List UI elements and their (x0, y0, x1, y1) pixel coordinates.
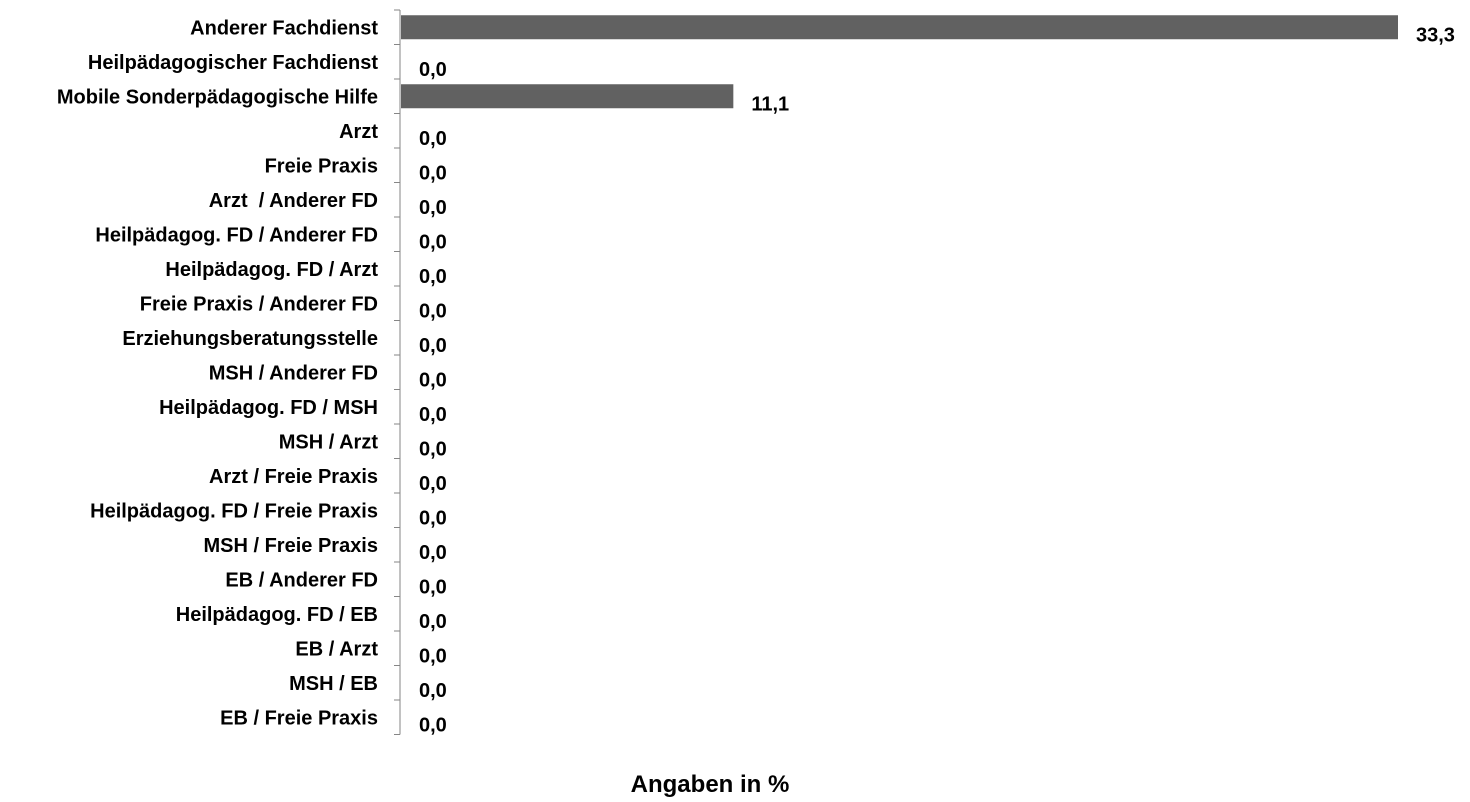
category-label: Arzt (339, 121, 378, 143)
value-label: 0,0 (419, 680, 447, 702)
value-label: 0,0 (419, 128, 447, 150)
value-label: 0,0 (419, 714, 447, 736)
y-axis-ticks (394, 9, 400, 735)
bars-layer (401, 15, 1398, 109)
category-label: MSH / Freie Praxis (203, 535, 378, 557)
value-label: 0,0 (419, 645, 447, 667)
category-label: Anderer Fachdienst (190, 17, 378, 39)
category-label: Arzt / Anderer FD (209, 190, 378, 212)
category-label: EB / Freie Praxis (220, 707, 378, 729)
value-label: 0,0 (419, 231, 447, 253)
category-label: Heilpädagogischer Fachdienst (88, 52, 378, 74)
value-label: 0,0 (419, 507, 447, 529)
value-labels: 33,3 0,0 11,1 0,0 0,0 0,0 0,0 0,0 0,0 0,0 0,0 0,0 0,… (419, 24, 1455, 736)
value-label: 0,0 (419, 438, 447, 460)
value-label: 0,0 (419, 473, 447, 495)
category-label: MSH / Arzt (279, 431, 379, 453)
category-label: Freie Praxis (265, 155, 378, 177)
category-label: Freie Praxis / Anderer FD (140, 293, 378, 315)
bar (401, 15, 1398, 40)
value-label: 0,0 (419, 542, 447, 564)
category-label: MSH / EB (289, 673, 378, 695)
category-label: EB / Arzt (295, 638, 378, 660)
value-label: 0,0 (419, 335, 447, 357)
value-label: 0,0 (419, 611, 447, 633)
value-label: 11,1 (751, 93, 789, 115)
value-label: 0,0 (419, 266, 447, 288)
value-label: 0,0 (419, 404, 447, 426)
value-label: 0,0 (419, 197, 447, 219)
value-label: 0,0 (419, 162, 447, 184)
category-label: Heilpädagog. FD / Arzt (165, 259, 378, 281)
category-label: Heilpädagog. FD / MSH (159, 397, 378, 419)
bar (401, 84, 734, 109)
category-label: Heilpädagog. FD / EB (176, 604, 378, 626)
x-axis-title: Angaben in % (631, 771, 790, 798)
category-label: Heilpädagog. FD / Freie Praxis (90, 500, 378, 522)
category-label: Erziehungsberatungsstelle (122, 328, 378, 350)
category-labels: Anderer Fachdienst Heilpädagogischer Fach… (57, 17, 378, 729)
category-label: Mobile Sonderpädagogische Hilfe (57, 86, 378, 108)
category-label: Arzt / Freie Praxis (209, 466, 378, 488)
category-label: EB / Anderer FD (225, 569, 378, 591)
value-label: 33,3 (1416, 24, 1455, 46)
category-label: Heilpädagog. FD / Anderer FD (95, 224, 378, 246)
value-label: 0,0 (419, 576, 447, 598)
category-label: MSH / Anderer FD (209, 362, 378, 384)
value-label: 0,0 (419, 369, 447, 391)
value-label: 0,0 (419, 59, 447, 81)
value-label: 0,0 (419, 300, 447, 322)
